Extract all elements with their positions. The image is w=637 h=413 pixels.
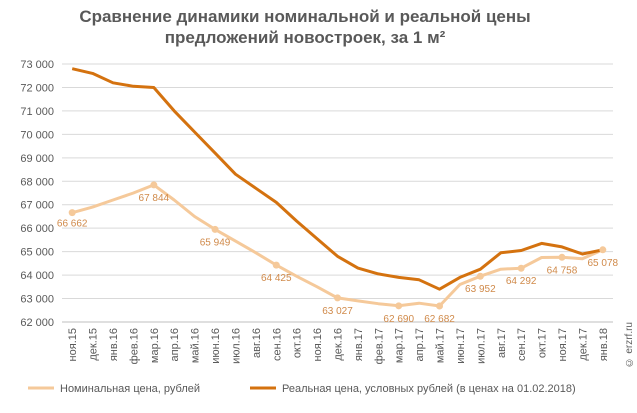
nominal-point-marker	[272, 261, 280, 269]
y-tick-label: 62 000	[20, 317, 54, 329]
x-tick-label: янв.16	[108, 328, 120, 361]
nominal-data-label: 65 949	[200, 237, 231, 248]
x-tick-label: окт.16	[292, 328, 304, 358]
nominal-data-label: 67 844	[139, 193, 170, 204]
y-tick-label: 71 000	[20, 106, 54, 118]
nominal-data-label: 62 690	[383, 314, 414, 325]
x-tick-label: дек.16	[333, 328, 345, 361]
nominal-point-marker	[68, 209, 76, 217]
x-tick-label: фев.16	[128, 328, 140, 364]
x-tick-label: июн.17	[455, 328, 467, 364]
nominal-data-label: 62 682	[424, 314, 455, 325]
x-tick-label: ноя.15	[67, 328, 79, 361]
x-tick-label: янв.18	[598, 328, 610, 361]
legend-label-nominal: Номинальная цена, рублей	[60, 383, 200, 395]
x-tick-label: окт.17	[537, 328, 549, 358]
x-tick-label: авг.16	[251, 328, 263, 358]
x-tick-label: янв.17	[353, 328, 365, 361]
chart-title-line1: Сравнение динамики номинальной и реально…	[79, 7, 531, 26]
nominal-data-label: 63 027	[322, 306, 353, 317]
x-tick-label: июл.16	[230, 328, 242, 364]
x-tick-label: ноя.17	[557, 328, 569, 361]
nominal-data-label: 65 078	[587, 258, 618, 269]
nominal-point-marker	[436, 302, 444, 310]
nominal-point-marker	[334, 294, 341, 302]
y-tick-label: 66 000	[20, 223, 54, 235]
x-tick-label: июн.16	[210, 328, 222, 364]
nominal-point-marker	[517, 264, 525, 272]
chart-title-line2: предложений новостроек, за 1 м²	[164, 28, 446, 47]
x-tick-label: дек.17	[577, 328, 589, 361]
y-tick-label: 67 000	[20, 200, 54, 212]
x-tick-label: май.17	[435, 328, 447, 363]
x-tick-label: авг.17	[496, 328, 508, 358]
x-tick-label: май.16	[190, 328, 202, 363]
nominal-data-label: 64 425	[261, 273, 292, 284]
y-tick-label: 64 000	[20, 270, 54, 282]
x-tick-label: дек.15	[88, 328, 100, 361]
legend: Номинальная цена, рублей Реальная цена, у…	[28, 383, 576, 395]
y-tick-label: 69 000	[20, 153, 54, 165]
nominal-point-marker	[150, 181, 158, 189]
x-tick-label: ноя.16	[312, 328, 324, 361]
x-tick-label: мар.17	[394, 328, 406, 363]
real-price-line	[71, 67, 604, 291]
x-tick-label: апр.16	[169, 328, 181, 361]
y-tick-label: 72 000	[20, 82, 54, 94]
nominal-data-label: 66 662	[57, 219, 88, 230]
y-tick-label: 70 000	[20, 129, 54, 141]
watermark: © erzrf.ru	[624, 322, 635, 368]
nominal-point-marker	[395, 302, 403, 310]
nominal-data-label: 64 758	[547, 265, 578, 276]
chart-title: Сравнение динамики номинальной и реально…	[0, 6, 610, 48]
x-axis-tick-labels: ноя.15 дек.15 янв.16 фев.16 мар.16 апр.16 май.…	[67, 328, 610, 364]
y-tick-label: 73 000	[20, 59, 54, 71]
nominal-data-label: 64 292	[506, 276, 537, 287]
x-tick-label: сен.17	[516, 328, 528, 361]
x-tick-label: мар.16	[149, 328, 161, 363]
x-tick-label: сен.16	[271, 328, 283, 361]
nominal-point-marker	[558, 253, 566, 261]
x-tick-label: фев.17	[373, 328, 385, 364]
nominal-point-marker	[211, 225, 219, 233]
x-tick-label: апр.17	[414, 328, 426, 361]
y-tick-label: 63 000	[20, 294, 54, 306]
y-axis-tick-labels: 62 000 63 000 64 000 65 000 66 000 67 000 68 0…	[20, 59, 54, 329]
nominal-point-marker	[599, 246, 607, 254]
x-tick-label: июл.17	[475, 328, 487, 364]
data-labels: 66 662 67 844 65 949 64 425 63 027 62 690 62 6…	[57, 181, 619, 325]
y-tick-label: 68 000	[20, 176, 54, 188]
y-tick-label: 65 000	[20, 247, 54, 259]
nominal-point-marker	[476, 272, 484, 280]
nominal-data-label: 63 952	[465, 284, 496, 295]
legend-label-real: Реальная цена, условных рублей (в ценах …	[282, 383, 576, 395]
